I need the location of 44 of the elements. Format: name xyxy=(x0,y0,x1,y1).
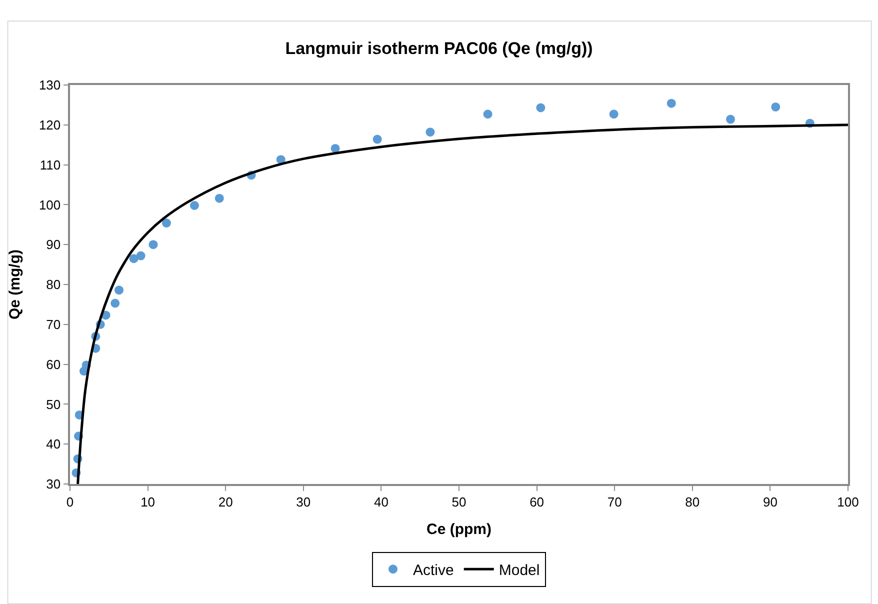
point xyxy=(330,144,340,153)
point xyxy=(771,102,780,112)
x-tick-label: 70 xyxy=(607,494,622,510)
point xyxy=(136,251,146,260)
y-tick-label: 50 xyxy=(46,396,61,412)
point xyxy=(372,134,382,144)
y-tick-label: 110 xyxy=(40,157,61,172)
point xyxy=(609,110,618,119)
point xyxy=(214,194,224,203)
legend-label: Model xyxy=(498,562,540,579)
y-tick-label: 70 xyxy=(46,316,61,332)
point xyxy=(114,286,124,295)
point xyxy=(148,240,158,250)
point xyxy=(190,201,199,210)
point xyxy=(726,114,736,124)
x-tick-label: 20 xyxy=(218,494,233,510)
y-tick-label: 100 xyxy=(38,197,61,212)
point xyxy=(162,218,171,228)
point xyxy=(426,128,435,137)
point xyxy=(110,298,120,308)
x-tick-label: 30 xyxy=(296,494,311,510)
y-axis-title: Qe (mg/g) xyxy=(6,250,24,320)
x-tick-label: 40 xyxy=(374,494,388,510)
x-tick-label: 60 xyxy=(530,494,544,510)
y-tick-label: 40 xyxy=(46,436,61,452)
y-tick-label: 80 xyxy=(46,277,61,292)
x-tick-label: 100 xyxy=(837,494,859,510)
x-tick-label: 10 xyxy=(140,494,156,510)
point xyxy=(536,103,546,112)
x-tick-label: 0 xyxy=(66,494,74,510)
y-tick-label: 130 xyxy=(38,78,61,93)
legend-label: Active xyxy=(413,562,454,579)
x-tick-label: 90 xyxy=(762,494,778,510)
x-axis-title: Ce (ppm) xyxy=(426,520,492,538)
y-tick-label: 120 xyxy=(38,117,61,132)
y-tick-label: 30 xyxy=(46,476,61,492)
chart-title: Langmuir isotherm PAC06 (Qe (mg/g)) xyxy=(285,39,593,58)
x-tick-label: 80 xyxy=(685,494,700,510)
x-tick-label: 50 xyxy=(452,494,466,510)
point xyxy=(129,254,138,264)
point xyxy=(666,98,676,108)
y-tick-label: 60 xyxy=(46,356,61,372)
y-tick-label: 90 xyxy=(46,237,61,252)
point xyxy=(483,110,492,119)
